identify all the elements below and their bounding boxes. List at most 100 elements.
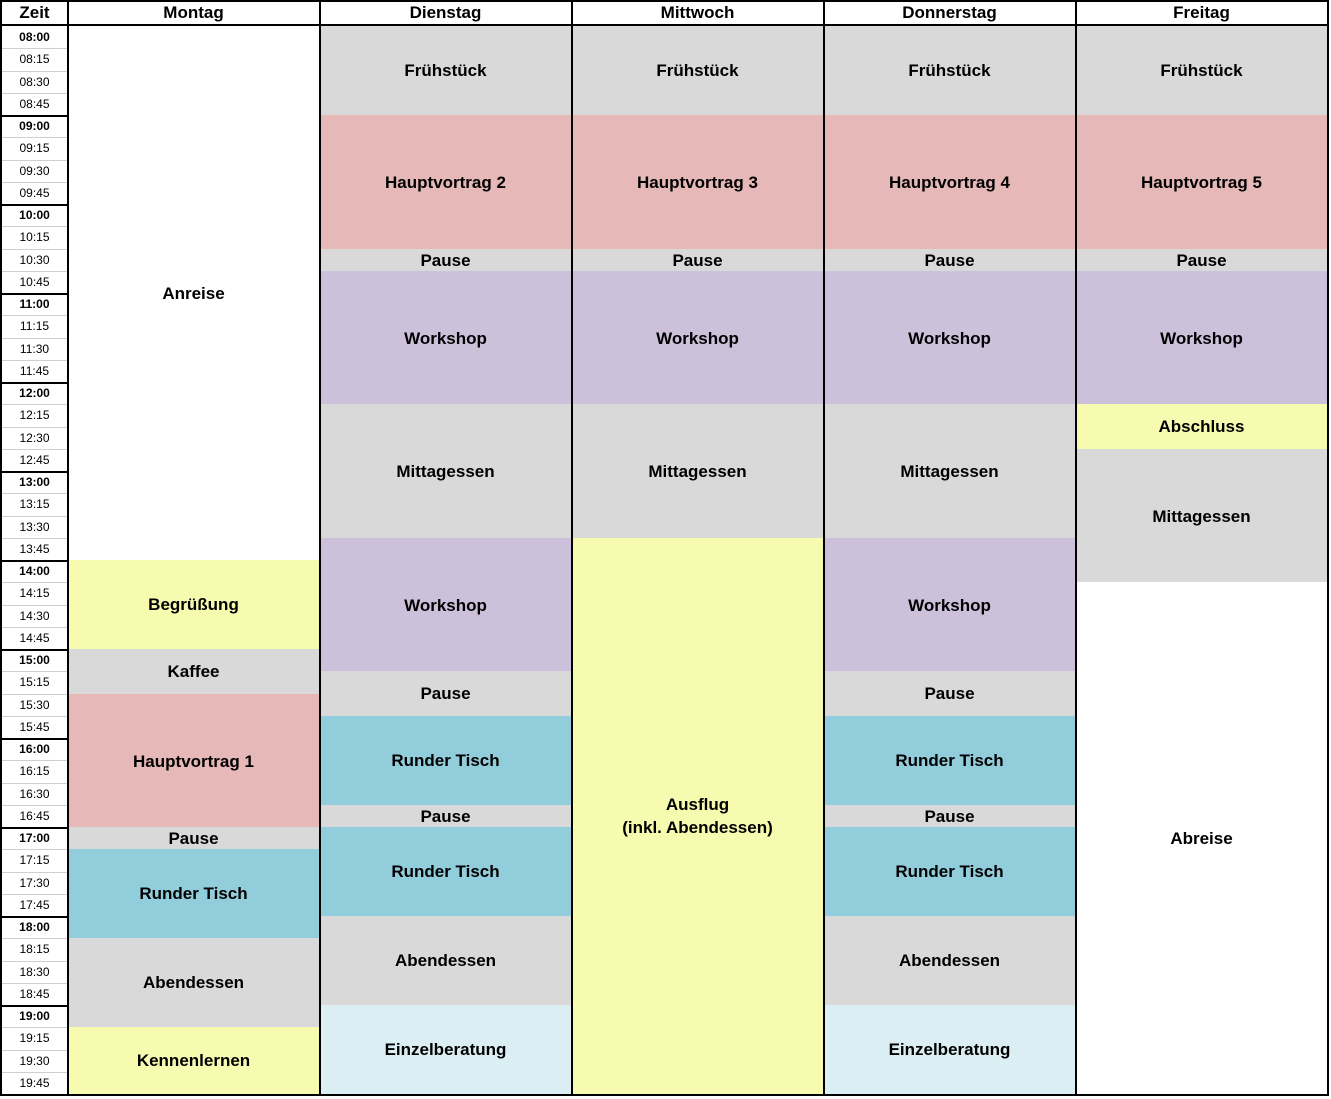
time-slot-label: 17:15 (19, 853, 50, 868)
time-column-border (67, 0, 69, 1096)
time-slot-label: 19:45 (19, 1075, 50, 1090)
schedule-block: Pause (824, 249, 1075, 271)
time-row-divider (2, 293, 67, 295)
time-slot-label: 12:00 (19, 386, 50, 401)
time-slot-label: 11:00 (19, 297, 50, 312)
schedule-block: Frühstück (320, 26, 571, 115)
time-row-divider (2, 605, 67, 606)
schedule-block: Hauptvortrag 3 (572, 115, 823, 249)
time-slot-label: 09:30 (19, 163, 50, 178)
schedule-block: Pause (320, 671, 571, 716)
time-row-divider (2, 516, 67, 517)
time-slot-label: 09:00 (19, 119, 50, 134)
day-column-border (823, 0, 825, 1096)
schedule-block-label: Runder Tisch (895, 862, 1004, 881)
time-slot-label: 15:00 (19, 653, 50, 668)
schedule-block-label: Workshop (404, 328, 487, 348)
schedule-block: Workshop (824, 271, 1075, 405)
schedule-block-label: Runder Tisch (391, 862, 500, 881)
time-slot-label: 12:30 (19, 430, 50, 445)
time-row-divider (2, 649, 67, 651)
time-row-divider (2, 827, 67, 829)
schedule-block-label: Mittagessen (1152, 506, 1251, 526)
time-slot-label: 11:15 (19, 319, 50, 334)
time-row-divider (2, 916, 67, 918)
schedule-block: Einzelberatung (320, 1005, 571, 1094)
time-slot-label: 18:00 (19, 920, 50, 935)
time-slot-label: 16:15 (19, 764, 50, 779)
time-row-divider (2, 71, 67, 72)
schedule-block: Pause (572, 249, 823, 271)
time-slot-label: 14:30 (19, 608, 50, 623)
schedule-block: Kaffee (68, 649, 319, 694)
time-row-divider (2, 1050, 67, 1051)
time-slot-label: 11:30 (19, 341, 50, 356)
schedule-block: Anreise (68, 26, 319, 560)
schedule-block-label: Pause (672, 250, 723, 270)
schedule-block: Runder Tisch (320, 716, 571, 805)
schedule-block: Ausflug (inkl. Abendessen) (572, 538, 823, 1094)
time-row-divider (2, 961, 67, 962)
time-slot-label: 19:00 (19, 1009, 50, 1024)
schedule-block-label: Kaffee (167, 662, 220, 681)
time-slot-label: 16:45 (19, 808, 50, 823)
schedule-block-label: Frühstück (908, 61, 991, 80)
schedule-block: Pause (1076, 249, 1327, 271)
time-row-divider (2, 671, 67, 672)
day-header: Montag (163, 3, 224, 22)
time-row-divider (2, 160, 67, 161)
schedule-block-label: Runder Tisch (895, 751, 1004, 770)
time-slot-label: 14:00 (19, 564, 50, 579)
time-row-divider (2, 182, 67, 183)
time-row-divider (2, 249, 67, 250)
day-column-border (1075, 0, 1077, 1096)
day-column-border (319, 0, 321, 1096)
table-left-border (0, 0, 2, 1096)
schedule-block-label: Workshop (908, 328, 991, 348)
time-slot-label: 08:15 (19, 52, 50, 67)
schedule-block-label: Mittagessen (396, 461, 495, 481)
schedule-block: Workshop (824, 538, 1075, 672)
schedule-block: Abendessen (68, 938, 319, 1027)
schedule-block: Runder Tisch (824, 716, 1075, 805)
time-row-divider (2, 627, 67, 628)
schedule-block: Runder Tisch (68, 849, 319, 938)
time-slot-label: 09:45 (19, 185, 50, 200)
schedule-block-label: Frühstück (1160, 61, 1243, 80)
time-slot-label: 16:00 (19, 742, 50, 757)
time-row-divider (2, 404, 67, 405)
schedule-block: Pause (320, 805, 571, 827)
schedule-block: Abschluss (1076, 404, 1327, 449)
time-row-divider (2, 783, 67, 784)
schedule-block: Workshop (1076, 271, 1327, 405)
time-row-divider (2, 137, 67, 138)
time-row-divider (2, 493, 67, 494)
schedule-block-label: Hauptvortrag 4 (889, 172, 1010, 192)
schedule-block-label: Mittagessen (648, 461, 747, 481)
schedule-block-label: Abschluss (1158, 417, 1245, 436)
schedule-block: Hauptvortrag 5 (1076, 115, 1327, 249)
time-slot-label: 15:15 (19, 675, 50, 690)
schedule-block: Runder Tisch (320, 827, 571, 916)
time-slot-label: 13:15 (19, 497, 50, 512)
time-slot-label: 14:15 (19, 586, 50, 601)
schedule-block: Mittagessen (1076, 449, 1327, 583)
schedule-block: Frühstück (824, 26, 1075, 115)
day-column-border (571, 0, 573, 1096)
schedule-block: Mittagessen (824, 404, 1075, 538)
schedule-block-label: Pause (168, 828, 219, 848)
schedule-block-label: Pause (420, 806, 471, 826)
time-slot-label: 13:45 (19, 541, 50, 556)
time-slot-label: 10:00 (19, 208, 50, 223)
schedule-block: Workshop (320, 271, 571, 405)
schedule-block-label: Runder Tisch (139, 884, 248, 903)
time-row-divider (2, 582, 67, 583)
time-slot-label: 12:45 (19, 452, 50, 467)
time-row-divider (2, 48, 67, 49)
time-slot-label: 08:30 (19, 74, 50, 89)
table-top-border (0, 0, 1328, 2)
time-slot-label: 15:45 (19, 719, 50, 734)
time-row-divider (2, 560, 67, 562)
schedule-block-label: Einzelberatung (384, 1040, 507, 1059)
day-header: Freitag (1173, 3, 1230, 22)
